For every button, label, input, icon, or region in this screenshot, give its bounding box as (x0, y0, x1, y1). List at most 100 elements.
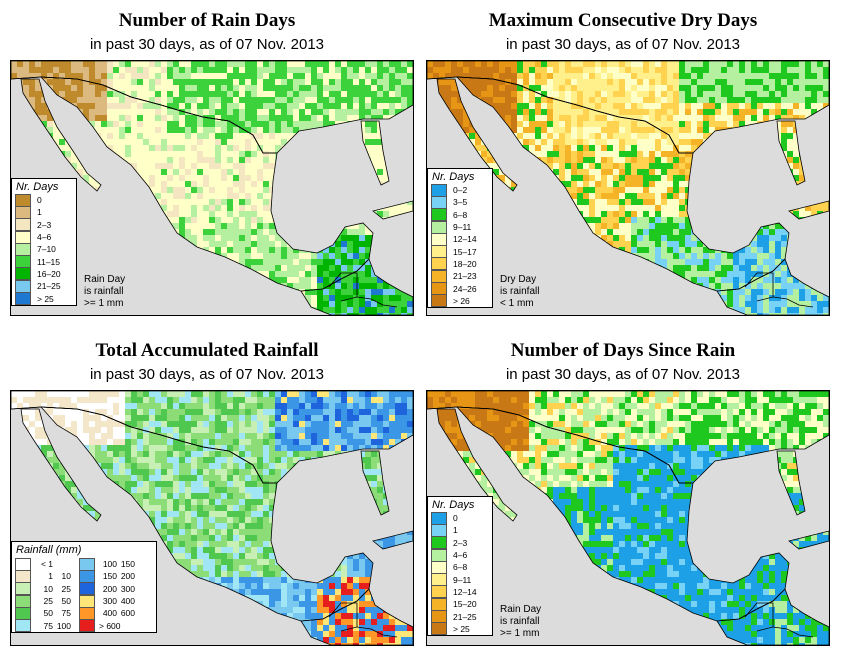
legend-column-left: < 1 1 10 10 25 25 50 50 75 75 100 (12, 557, 76, 633)
legend-item: 9–11 (428, 573, 492, 587)
legend-swatch (431, 536, 447, 550)
coastline (788, 200, 829, 220)
legend-item: > 26 (428, 294, 492, 308)
legend-label: 16–20 (37, 268, 61, 279)
legend-label: 15–17 (453, 246, 477, 257)
coastline (372, 530, 413, 550)
legend-item: > 25 (12, 292, 76, 306)
legend-swatch (431, 232, 447, 246)
legend: Nr. Days 0 1 2–3 4–6 7–10 11–15 16–20 21–25 > 25 (11, 178, 77, 306)
legend-swatch (15, 242, 31, 256)
legend-label: 12–14 (453, 234, 477, 245)
coastline (716, 588, 829, 645)
legend-label: 24–26 (453, 283, 477, 294)
legend-swatch (431, 208, 447, 222)
legend-label: 4–6 (453, 550, 468, 561)
note-line: < 1 mm (500, 298, 534, 309)
legend-title: Rainfall (mm) (16, 544, 82, 556)
legend-item: 15–20 (428, 597, 492, 611)
legend-label: 100 150 (102, 559, 135, 570)
country-border (11, 76, 277, 154)
definition-note: Rain Day is rainfall >= 1 mm (84, 274, 125, 310)
legend-swatch (15, 569, 31, 583)
legend-item: 6–8 (428, 208, 492, 222)
legend-label: 75 100 (43, 620, 71, 631)
legend-swatch (431, 195, 447, 209)
coastline (776, 450, 806, 516)
legend-items: 0–2 3–5 6–8 9–11 12–14 15–17 18–20 21–23 24–26 > … (428, 183, 492, 308)
legend-swatch (79, 594, 95, 608)
coastline (360, 120, 390, 186)
note-line: is rainfall (84, 286, 124, 297)
legend-label: 21–23 (453, 271, 477, 282)
legend-label: 2–3 (37, 219, 52, 230)
legend-item: 400 600 (76, 606, 140, 620)
legend-item: 9–11 (428, 220, 492, 234)
note-line: Rain Day (500, 604, 542, 615)
legend-swatch (431, 220, 447, 234)
legend-swatch (431, 269, 447, 283)
legend-label: 2–3 (453, 537, 468, 548)
legend-label: 3–5 (453, 197, 468, 208)
note-line: >= 1 mm (84, 298, 124, 309)
country-border (328, 272, 358, 302)
definition-note: Dry Day is rainfall < 1 mm (500, 274, 539, 310)
legend-swatch (15, 279, 31, 293)
legend-swatch (79, 619, 95, 633)
panel-title: Maximum Consecutive Dry Days (488, 10, 758, 31)
legend-item: 50 75 (12, 606, 76, 620)
legend-label: 21–25 (453, 611, 477, 622)
note-line: is rainfall (500, 616, 540, 627)
legend-swatch (431, 511, 447, 525)
legend-label: > 600 (99, 620, 121, 631)
legend: Nr. Days 0 1 2–3 4–6 6–8 9–11 12–14 15–20 21–25 >… (427, 496, 493, 636)
legend-swatch (15, 606, 31, 620)
panel-days-since-rain: Number of Days Since Rain in past 30 day… (418, 330, 830, 650)
legend-items: 0 1 2–3 4–6 7–10 11–15 16–20 21–25 > 25 (12, 193, 76, 306)
legend-swatch (431, 622, 447, 636)
legend-item: > 25 (428, 622, 492, 636)
legend-title: Nr. Days (432, 499, 475, 511)
legend-label: 200 300 (102, 583, 135, 594)
legend-item: 6–8 (428, 560, 492, 574)
coastline (788, 530, 829, 550)
country-border (427, 76, 693, 154)
legend-label: 0 (37, 195, 42, 206)
legend: Nr. Days 0–2 3–5 6–8 9–11 12–14 15–17 18–20 21–… (427, 168, 493, 308)
panel-max-dry-days: Maximum Consecutive Dry Days in past 30 … (418, 0, 830, 320)
panel-subtitle: in past 30 days, as of 07 Nov. 2013 (89, 366, 325, 383)
legend-swatch (431, 257, 447, 271)
legend-label: 9–11 (453, 574, 472, 585)
legend-swatch (79, 557, 95, 571)
legend-label: 15–20 (453, 599, 477, 610)
legend-label: 18–20 (453, 258, 477, 269)
panel-subtitle: in past 30 days, as of 07 Nov. 2013 (505, 366, 741, 383)
country-border (772, 296, 814, 308)
legend-swatch (15, 594, 31, 608)
legend-item: 4–6 (12, 230, 76, 244)
legend-items: 0 1 2–3 4–6 6–8 9–11 12–14 15–20 21–25 > 25 (428, 511, 492, 636)
legend-label: < 1 (40, 559, 53, 570)
map-rain-days (10, 60, 414, 316)
legend-item: 0 (428, 511, 492, 525)
legend-swatch (431, 183, 447, 197)
map-canvas (427, 391, 829, 645)
coastline (300, 588, 413, 645)
country-border (11, 406, 277, 484)
legend-item: 12–14 (428, 585, 492, 599)
country-border (772, 626, 814, 638)
definition-note: Rain Day is rainfall >= 1 mm (500, 604, 541, 640)
coastline (20, 408, 102, 522)
legend-swatch (431, 294, 447, 308)
legend-item: 4–6 (428, 548, 492, 562)
country-border (328, 602, 358, 632)
legend-swatch (15, 255, 31, 269)
legend-item: 75 100 (12, 619, 76, 633)
legend-item: 2–3 (12, 218, 76, 232)
legend-swatch (431, 585, 447, 599)
legend-swatch (79, 569, 95, 583)
note-line: Rain Day (84, 274, 126, 285)
coastline (436, 408, 518, 522)
legend-label: 150 200 (102, 571, 135, 582)
legend-swatch (15, 292, 31, 306)
